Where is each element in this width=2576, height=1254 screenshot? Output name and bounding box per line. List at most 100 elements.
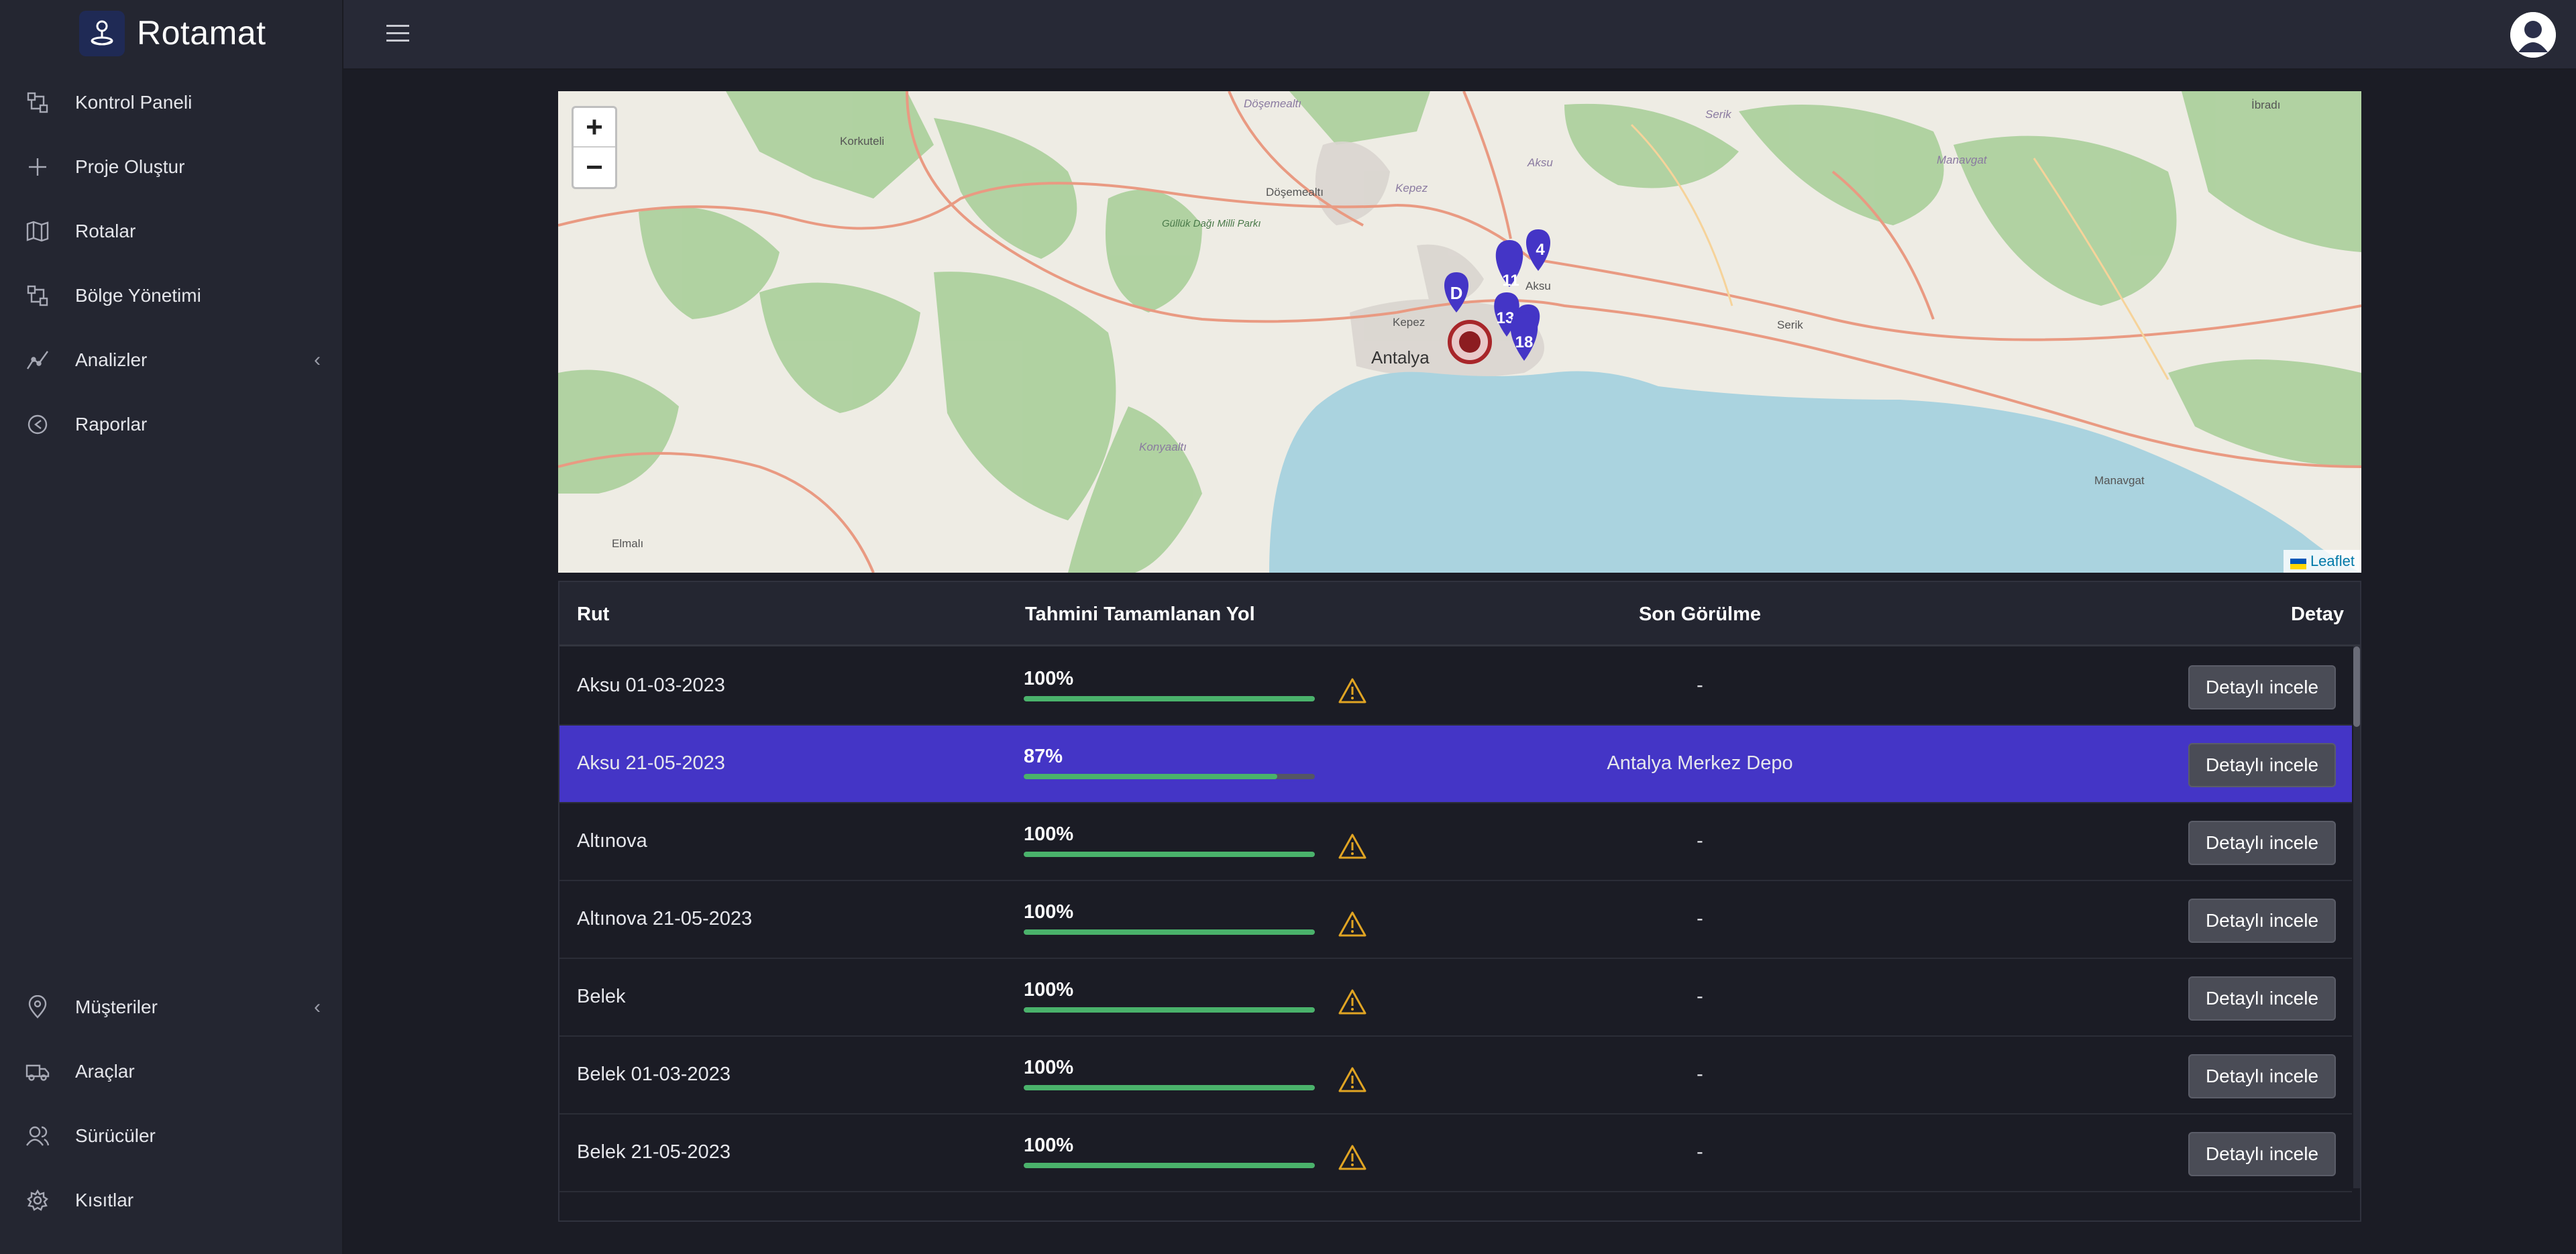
svg-text:Korkuteli: Korkuteli bbox=[840, 135, 884, 148]
sidebar-item-label: Proje Oluştur bbox=[75, 156, 185, 177]
report-icon bbox=[24, 411, 51, 438]
warning-icon bbox=[1338, 988, 1367, 1015]
svg-text:Aksu: Aksu bbox=[1525, 280, 1551, 292]
svg-text:18: 18 bbox=[1515, 333, 1534, 351]
svg-text:Manavgat: Manavgat bbox=[1937, 154, 1988, 166]
routes-table: Rut Tahmini Tamamlanan Yol Son Görülme D… bbox=[558, 581, 2361, 1222]
scrollbar-thumb[interactable] bbox=[2353, 646, 2360, 727]
truck-icon bbox=[24, 1058, 51, 1085]
route-name: Belek 21-05-2023 bbox=[577, 1141, 731, 1163]
map-tiles: Korkuteli Döşemealtı Döşemealtı Kepez Ak… bbox=[558, 91, 2361, 573]
warning-icon bbox=[1338, 677, 1367, 704]
detail-button[interactable]: Detaylı incele bbox=[2188, 743, 2336, 787]
progress-percent: 100% bbox=[1024, 1057, 1074, 1078]
sidebar-item-label: Müşteriler bbox=[75, 996, 158, 1017]
chevron-left-icon[interactable]: ‹ bbox=[314, 349, 321, 371]
zoom-out-button[interactable]: − bbox=[586, 150, 603, 184]
table-row[interactable]: Aksu 21-05-2023 87% Antalya Merkez Depo Det… bbox=[559, 726, 2352, 803]
map-icon bbox=[24, 218, 51, 245]
progress-percent: 87% bbox=[1024, 746, 1063, 767]
hamburger-icon[interactable] bbox=[385, 23, 411, 44]
progress-bar-fill bbox=[1024, 1163, 1315, 1168]
header-last-seen[interactable]: Son Görülme bbox=[1638, 604, 1762, 625]
last-seen: - bbox=[1697, 1141, 1703, 1163]
detail-button[interactable]: Detaylı incele bbox=[2188, 821, 2336, 865]
route-name: Altınova bbox=[577, 830, 647, 852]
table-row[interactable]: Belek 01-03-2023 100% - Detaylı incele bbox=[559, 1037, 2352, 1115]
svg-text:Kepez: Kepez bbox=[1395, 182, 1428, 194]
header-progress[interactable]: Tahmini Tamamlanan Yol bbox=[1025, 604, 1255, 625]
sidebar-item-proje-oluştur[interactable]: Proje Oluştur bbox=[0, 140, 343, 194]
map-attribution[interactable]: Leaflet bbox=[2283, 550, 2361, 573]
sidebar-item-müşteriler[interactable]: Müşteriler ‹ bbox=[0, 980, 343, 1034]
svg-text:Antalya: Antalya bbox=[1371, 347, 1430, 367]
route-name: Aksu 01-03-2023 bbox=[577, 675, 725, 696]
progress-bar bbox=[1024, 774, 1315, 779]
sidebar-item-kontrol-paneli[interactable]: Kontrol Paneli bbox=[0, 76, 343, 129]
progress-bar-fill bbox=[1024, 774, 1277, 779]
table-row[interactable]: Altınova 100% - Detaylı incele bbox=[559, 803, 2352, 881]
svg-text:Döşemealtı: Döşemealtı bbox=[1244, 97, 1301, 110]
attribution-link[interactable]: Leaflet bbox=[2310, 553, 2355, 569]
progress-bar bbox=[1024, 1085, 1315, 1090]
plus-icon bbox=[24, 154, 51, 180]
detail-button[interactable]: Detaylı incele bbox=[2188, 976, 2336, 1021]
last-seen: - bbox=[1697, 675, 1703, 696]
sidebar-item-label: Rotalar bbox=[75, 221, 136, 241]
route-name: Aksu 21-05-2023 bbox=[577, 752, 725, 774]
map-labels: Korkuteli Döşemealtı Döşemealtı Kepez Ak… bbox=[612, 97, 2280, 550]
topbar bbox=[343, 0, 2576, 70]
svg-text:Elmalı: Elmalı bbox=[612, 537, 643, 550]
svg-text:Güllük Dağı Milli Parkı: Güllük Dağı Milli Parkı bbox=[1162, 218, 1261, 229]
map-markers: D 4 11 13 3 18 bbox=[1444, 229, 1551, 364]
brand[interactable]: Rotamat bbox=[0, 0, 343, 68]
svg-text:11: 11 bbox=[1502, 272, 1519, 290]
svg-text:Manavgat: Manavgat bbox=[2094, 474, 2145, 487]
route-map[interactable]: Korkuteli Döşemealtı Döşemealtı Kepez Ak… bbox=[558, 91, 2361, 573]
progress-percent: 100% bbox=[1024, 823, 1074, 845]
detail-button[interactable]: Detaylı incele bbox=[2188, 665, 2336, 709]
warning-icon bbox=[1338, 911, 1367, 937]
sidebar-item-araçlar[interactable]: Araçlar bbox=[0, 1045, 343, 1098]
svg-text:İbradı: İbradı bbox=[2251, 99, 2280, 111]
table-scrollbar[interactable] bbox=[2353, 646, 2360, 1188]
last-seen: Antalya Merkez Depo bbox=[1607, 752, 1793, 774]
sidebar-item-kısıtlar[interactable]: Kısıtlar bbox=[0, 1174, 343, 1227]
sidebar-item-bölge-yönetimi[interactable]: Bölge Yönetimi bbox=[0, 269, 343, 323]
chart-line-icon bbox=[24, 347, 51, 374]
route-name: Altınova 21-05-2023 bbox=[577, 908, 753, 929]
table-row[interactable]: Aksu 01-03-2023 100% - Detaylı incele bbox=[559, 648, 2352, 726]
sidebar-item-label: Analizler bbox=[75, 349, 148, 370]
sidebar-item-raporlar[interactable]: Raporlar bbox=[0, 398, 343, 451]
warning-icon bbox=[1338, 833, 1367, 860]
zoom-in-button[interactable]: + bbox=[574, 108, 615, 148]
sidebar-item-label: Araçlar bbox=[75, 1061, 135, 1082]
sidebar-item-label: Kontrol Paneli bbox=[75, 92, 193, 113]
progress-bar bbox=[1024, 929, 1315, 935]
progress-bar-fill bbox=[1024, 852, 1315, 857]
svg-text:4: 4 bbox=[1536, 241, 1545, 259]
sidebar-item-rotalar[interactable]: Rotalar bbox=[0, 205, 343, 258]
chevron-left-icon[interactable]: ‹ bbox=[314, 996, 321, 1018]
header-route[interactable]: Rut bbox=[577, 604, 610, 625]
user-avatar-icon[interactable] bbox=[2510, 12, 2556, 58]
header-detail: Detay bbox=[2291, 604, 2344, 625]
detail-button[interactable]: Detaylı incele bbox=[2188, 899, 2336, 943]
table-row[interactable]: Belek 100% - Detaylı incele bbox=[559, 959, 2352, 1037]
sidebar-item-analizler[interactable]: Analizler ‹ bbox=[0, 333, 343, 387]
ukraine-flag-icon bbox=[2290, 556, 2306, 569]
detail-button[interactable]: Detaylı incele bbox=[2188, 1054, 2336, 1098]
last-seen: - bbox=[1697, 986, 1703, 1007]
progress-percent: 100% bbox=[1024, 979, 1074, 1001]
detail-button[interactable]: Detaylı incele bbox=[2188, 1132, 2336, 1176]
sidebar-item-sürücüler[interactable]: Sürücüler bbox=[0, 1109, 343, 1163]
progress-percent: 100% bbox=[1024, 1135, 1074, 1156]
users-icon bbox=[24, 1123, 51, 1149]
sidebar-item-label: Bölge Yönetimi bbox=[75, 285, 201, 306]
table-row[interactable]: Belek 21-05-2023 100% - Detaylı incele bbox=[559, 1115, 2352, 1192]
table-row[interactable]: Altınova 21-05-2023 100% - Detaylı incele bbox=[559, 881, 2352, 959]
svg-text:Serik: Serik bbox=[1705, 108, 1732, 121]
last-seen: - bbox=[1697, 830, 1703, 852]
sidebar: Rotamat Kontrol Paneli Proje Oluştur Rotal… bbox=[0, 0, 343, 1254]
progress-bar bbox=[1024, 1163, 1315, 1168]
